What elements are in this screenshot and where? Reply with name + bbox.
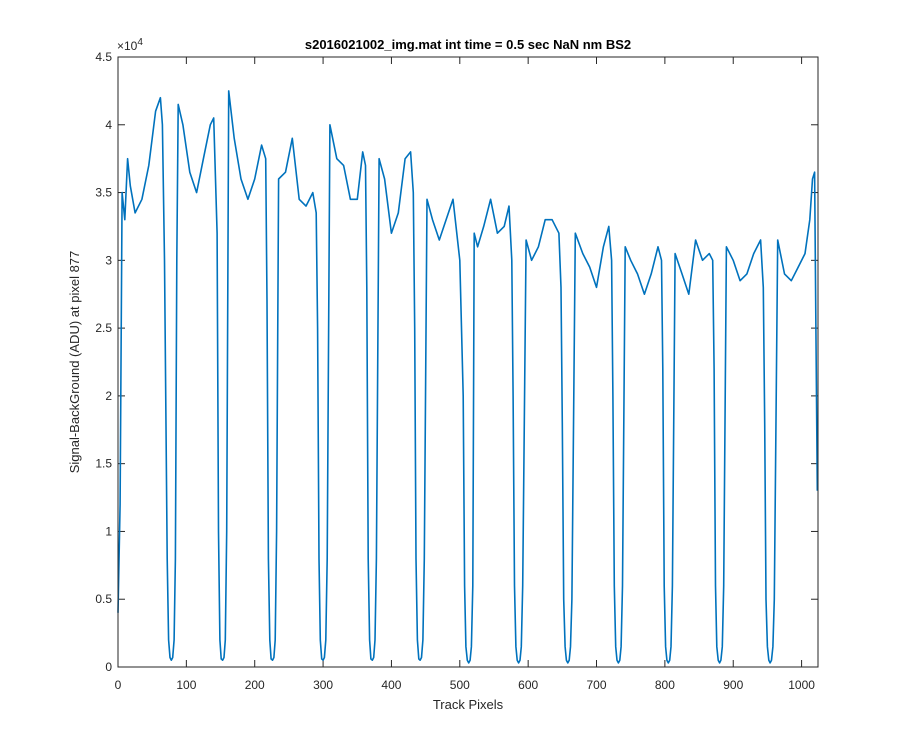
y-axis-exponent-base: ×10 bbox=[117, 39, 138, 53]
y-tick-label: 2.5 bbox=[95, 321, 112, 335]
y-axis-exponent: ×104 bbox=[117, 37, 143, 53]
tick-labels: 0 100 200 300 400 500 600 700 800 900 1000 0 0.5 1 1.5… bbox=[95, 50, 815, 692]
y-tick-label: 1 bbox=[105, 524, 112, 538]
x-tick-label: 1000 bbox=[788, 678, 815, 692]
x-tick-label: 800 bbox=[655, 678, 675, 692]
y-tick-label: 4 bbox=[105, 118, 112, 132]
y-tick-label: 3.5 bbox=[95, 186, 112, 200]
y-axis-exponent-power: 4 bbox=[137, 37, 143, 48]
series-layer bbox=[117, 90, 819, 664]
series-line-0 bbox=[117, 90, 819, 664]
x-tick-label: 700 bbox=[587, 678, 607, 692]
x-tick-label: 300 bbox=[313, 678, 333, 692]
chart-title: s2016021002_img.mat int time = 0.5 sec N… bbox=[305, 37, 631, 52]
x-axis-title: Track Pixels bbox=[433, 697, 504, 712]
x-tick-label: 200 bbox=[245, 678, 265, 692]
x-tick-label: 600 bbox=[518, 678, 538, 692]
x-tick-label: 400 bbox=[381, 678, 401, 692]
x-tick-label: 900 bbox=[723, 678, 743, 692]
y-axis-title: Signal-BackGround (ADU) at pixel 877 bbox=[67, 251, 82, 474]
x-tick-label: 0 bbox=[115, 678, 122, 692]
y-tick-label: 1.5 bbox=[95, 457, 112, 471]
x-tick-label: 500 bbox=[450, 678, 470, 692]
plot-area bbox=[118, 57, 818, 667]
plot-frame bbox=[117, 56, 819, 668]
y-tick-label: 3 bbox=[105, 253, 112, 267]
axis-ticks bbox=[117, 56, 818, 668]
x-tick-label: 100 bbox=[176, 678, 196, 692]
y-tick-label: 0 bbox=[105, 660, 112, 674]
y-tick-label: 2 bbox=[105, 389, 112, 403]
y-tick-label: 0.5 bbox=[95, 592, 112, 606]
y-tick-label: 4.5 bbox=[95, 50, 112, 64]
